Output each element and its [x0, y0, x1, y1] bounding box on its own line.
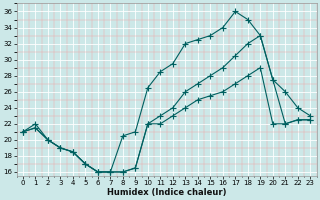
X-axis label: Humidex (Indice chaleur): Humidex (Indice chaleur) — [107, 188, 226, 197]
